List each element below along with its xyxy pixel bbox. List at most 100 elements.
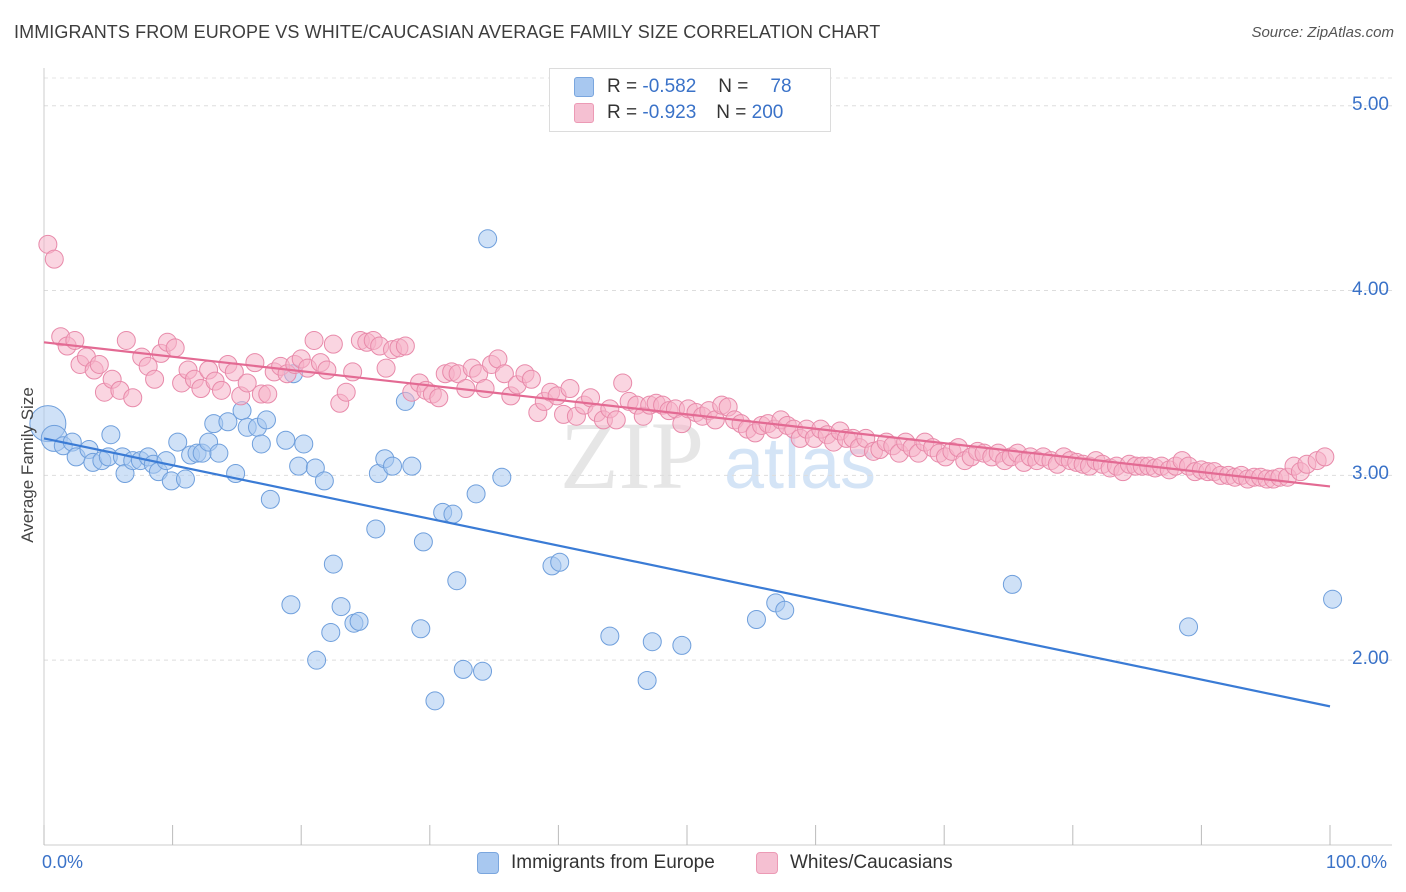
legend-swatch-whites <box>574 103 594 123</box>
y-tick-label: 3.00 <box>1352 463 1389 485</box>
scatter-point <box>376 358 396 378</box>
series-immigrants-points <box>29 229 1343 711</box>
scatter-point <box>560 378 580 398</box>
x-tick-label-max: 100.0% <box>1326 852 1388 872</box>
scatter-point <box>209 443 229 463</box>
scatter-point <box>1179 617 1199 637</box>
scatter-point <box>478 229 498 249</box>
legend-row-immigrants: R = -0.582 N = 78 <box>574 75 792 99</box>
scatter-point <box>101 425 121 445</box>
scatter-point <box>281 595 301 615</box>
scatter-point <box>429 388 449 408</box>
scatter-point <box>168 432 188 452</box>
scatter-point <box>447 571 467 591</box>
scatter-point <box>1002 574 1022 594</box>
scatter-point <box>211 380 231 400</box>
scatter-point <box>475 378 495 398</box>
scatter-point <box>260 489 280 509</box>
scatter-point <box>366 519 386 539</box>
scatter-point <box>321 622 341 642</box>
scatter-point <box>453 659 473 679</box>
trend-line <box>43 341 1331 488</box>
scatter-point <box>156 451 176 471</box>
scatter-point <box>473 661 493 681</box>
series-whites-points <box>38 234 1335 489</box>
gridlines <box>44 77 1392 661</box>
scatter-point <box>145 369 165 389</box>
legend-swatch-immigrants <box>574 77 594 97</box>
legend-r-label: R = <box>607 76 638 97</box>
scatter-point <box>256 410 276 430</box>
y-axis-label: Average Family Size <box>18 387 37 543</box>
scatter-point <box>775 600 795 620</box>
scatter-point <box>550 552 570 572</box>
scatter-point <box>289 456 309 476</box>
scatter-point <box>413 532 433 552</box>
scatter-point <box>1323 589 1343 609</box>
scatter-point <box>1315 447 1335 467</box>
scatter-point <box>323 334 343 354</box>
correlation-legend: R = -0.582 N = 78 R = -0.923 N = 200 <box>549 68 831 132</box>
scatter-point <box>600 626 620 646</box>
legend-n-label: N = <box>716 102 747 123</box>
scatter-point <box>411 619 431 639</box>
bottom-legend-label-immigrants: Immigrants from Europe <box>511 852 715 873</box>
chart-source: Source: ZipAtlas.com <box>1251 24 1394 41</box>
scatter-point <box>304 330 324 350</box>
y-tick-label: 2.00 <box>1352 648 1389 670</box>
trend-line <box>43 437 1331 708</box>
bottom-legend-whites: Whites/Caucasians <box>756 852 953 874</box>
legend-n-label: N = <box>718 76 749 97</box>
scatter-point <box>165 338 185 358</box>
legend-row-whites: R = -0.923 N = 200 <box>574 101 783 125</box>
scatter-point <box>276 430 296 450</box>
scatter-point <box>521 369 541 389</box>
scatter-point <box>258 384 278 404</box>
scatter-point <box>123 388 143 408</box>
scatter-point <box>642 632 662 652</box>
bottom-legend-immigrants: Immigrants from Europe <box>477 852 715 874</box>
scatter-point <box>637 671 657 691</box>
chart-title: IMMIGRANTS FROM EUROPE VS WHITE/CAUCASIA… <box>14 22 881 42</box>
legend-n-value-immigrants: 78 <box>770 76 792 97</box>
trend-lines <box>43 341 1331 708</box>
scatter-point <box>606 410 626 430</box>
bottom-legend-swatch-immigrants <box>477 852 499 874</box>
scatter-point <box>349 611 369 631</box>
scatter-point <box>492 467 512 487</box>
scatter-point <box>89 354 109 374</box>
scatter-point <box>443 504 463 524</box>
scatter-point <box>466 484 486 504</box>
bottom-legend-swatch-whites <box>756 852 778 874</box>
bottom-legend-label-whites: Whites/Caucasians <box>790 852 953 873</box>
scatter-point <box>251 434 271 454</box>
scatter-point <box>402 456 422 476</box>
legend-n-value-whites: 200 <box>751 102 784 123</box>
scatter-point <box>672 635 692 655</box>
legend-r-value-whites: -0.923 <box>642 102 697 123</box>
scatter-point <box>395 336 415 356</box>
scatter-point <box>746 610 766 630</box>
scatter-point <box>336 382 356 402</box>
scatter-point <box>314 471 334 491</box>
scatter-point <box>425 691 445 711</box>
scatter-point <box>175 469 195 489</box>
scatter-point <box>294 434 314 454</box>
scatter-point <box>323 554 343 574</box>
scatter-point <box>237 373 257 393</box>
scatter-point <box>305 458 325 478</box>
axes <box>43 68 1392 846</box>
scatter-point <box>317 360 337 380</box>
scatter-point <box>307 650 327 670</box>
scatter-point <box>494 364 514 384</box>
scatter-point <box>383 456 403 476</box>
scatter-point <box>613 373 633 393</box>
legend-r-label: R = <box>607 102 638 123</box>
scatter-point <box>116 330 136 350</box>
scatter-point <box>218 412 238 432</box>
scatter-point <box>44 249 64 269</box>
legend-r-value-immigrants: -0.582 <box>642 76 697 97</box>
scatter-point <box>331 597 351 617</box>
scatter-point <box>245 353 265 373</box>
